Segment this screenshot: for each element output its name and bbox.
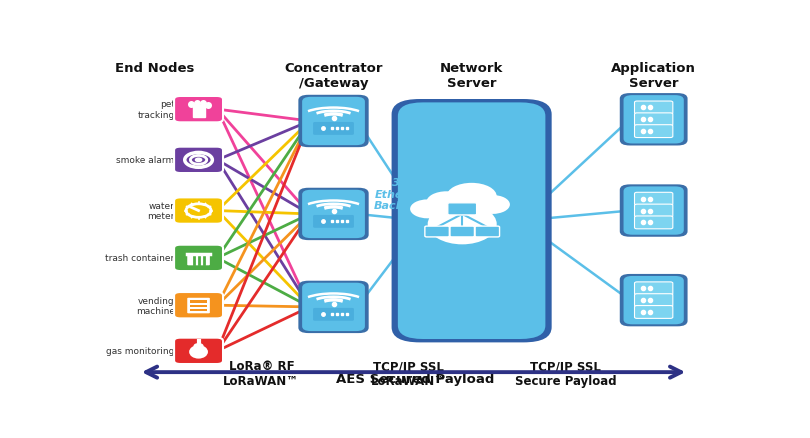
Text: smoke alarm: smoke alarm [117, 156, 175, 165]
FancyBboxPatch shape [634, 205, 673, 218]
FancyBboxPatch shape [313, 308, 354, 321]
FancyBboxPatch shape [624, 187, 684, 235]
FancyBboxPatch shape [174, 97, 223, 123]
FancyBboxPatch shape [398, 103, 545, 339]
FancyBboxPatch shape [298, 281, 369, 333]
Circle shape [186, 204, 211, 218]
FancyBboxPatch shape [313, 123, 354, 135]
FancyBboxPatch shape [624, 96, 684, 144]
Text: TCP/IP SSL
LoRaWAN™: TCP/IP SSL LoRaWAN™ [371, 360, 447, 387]
Circle shape [426, 192, 467, 213]
Text: water
meter: water meter [147, 201, 175, 221]
FancyBboxPatch shape [302, 98, 364, 146]
Text: TCP/IP SSL
Secure Payload: TCP/IP SSL Secure Payload [515, 360, 616, 387]
Text: Concentrator
/Gateway: Concentrator /Gateway [284, 62, 383, 90]
Circle shape [446, 184, 497, 210]
FancyBboxPatch shape [634, 294, 673, 307]
Ellipse shape [189, 345, 208, 359]
Text: trash container: trash container [105, 254, 175, 263]
Text: 3G/
Ethernet
Backhaul: 3G/ Ethernet Backhaul [374, 178, 431, 211]
FancyBboxPatch shape [298, 95, 369, 148]
FancyBboxPatch shape [634, 113, 673, 127]
FancyBboxPatch shape [620, 94, 688, 146]
FancyBboxPatch shape [634, 102, 673, 115]
Text: LoRa® RF
LoRaWAN™: LoRa® RF LoRaWAN™ [224, 360, 300, 387]
Circle shape [194, 343, 203, 349]
Text: End Nodes: End Nodes [115, 62, 194, 75]
FancyBboxPatch shape [302, 191, 364, 239]
Text: Application
Server: Application Server [612, 62, 696, 90]
Circle shape [410, 200, 446, 219]
FancyBboxPatch shape [174, 292, 223, 319]
FancyBboxPatch shape [298, 188, 369, 240]
Circle shape [475, 195, 510, 215]
FancyBboxPatch shape [634, 216, 673, 229]
FancyBboxPatch shape [620, 185, 688, 237]
FancyBboxPatch shape [634, 125, 673, 138]
Circle shape [195, 159, 202, 162]
Text: AES Secured Payload: AES Secured Payload [336, 372, 494, 385]
Text: Network
Server: Network Server [440, 62, 503, 90]
FancyBboxPatch shape [313, 215, 354, 228]
FancyBboxPatch shape [450, 226, 475, 237]
FancyBboxPatch shape [187, 298, 210, 314]
FancyBboxPatch shape [634, 282, 673, 295]
FancyBboxPatch shape [174, 147, 223, 173]
Ellipse shape [428, 204, 497, 245]
FancyBboxPatch shape [302, 283, 364, 331]
Bar [190, 301, 207, 304]
FancyBboxPatch shape [174, 338, 223, 364]
Bar [190, 309, 207, 311]
FancyBboxPatch shape [475, 226, 500, 237]
Text: vending
machine: vending machine [136, 296, 175, 315]
FancyBboxPatch shape [174, 245, 223, 272]
Text: pet
tracking: pet tracking [138, 100, 175, 120]
FancyBboxPatch shape [624, 276, 684, 325]
FancyBboxPatch shape [634, 306, 673, 319]
FancyBboxPatch shape [448, 203, 476, 215]
Bar [190, 305, 207, 307]
FancyBboxPatch shape [634, 193, 673, 206]
FancyBboxPatch shape [391, 100, 552, 343]
FancyBboxPatch shape [174, 198, 223, 224]
FancyBboxPatch shape [425, 226, 450, 237]
FancyBboxPatch shape [187, 254, 210, 266]
Text: gas monitoring: gas monitoring [106, 346, 175, 356]
FancyBboxPatch shape [620, 274, 688, 327]
